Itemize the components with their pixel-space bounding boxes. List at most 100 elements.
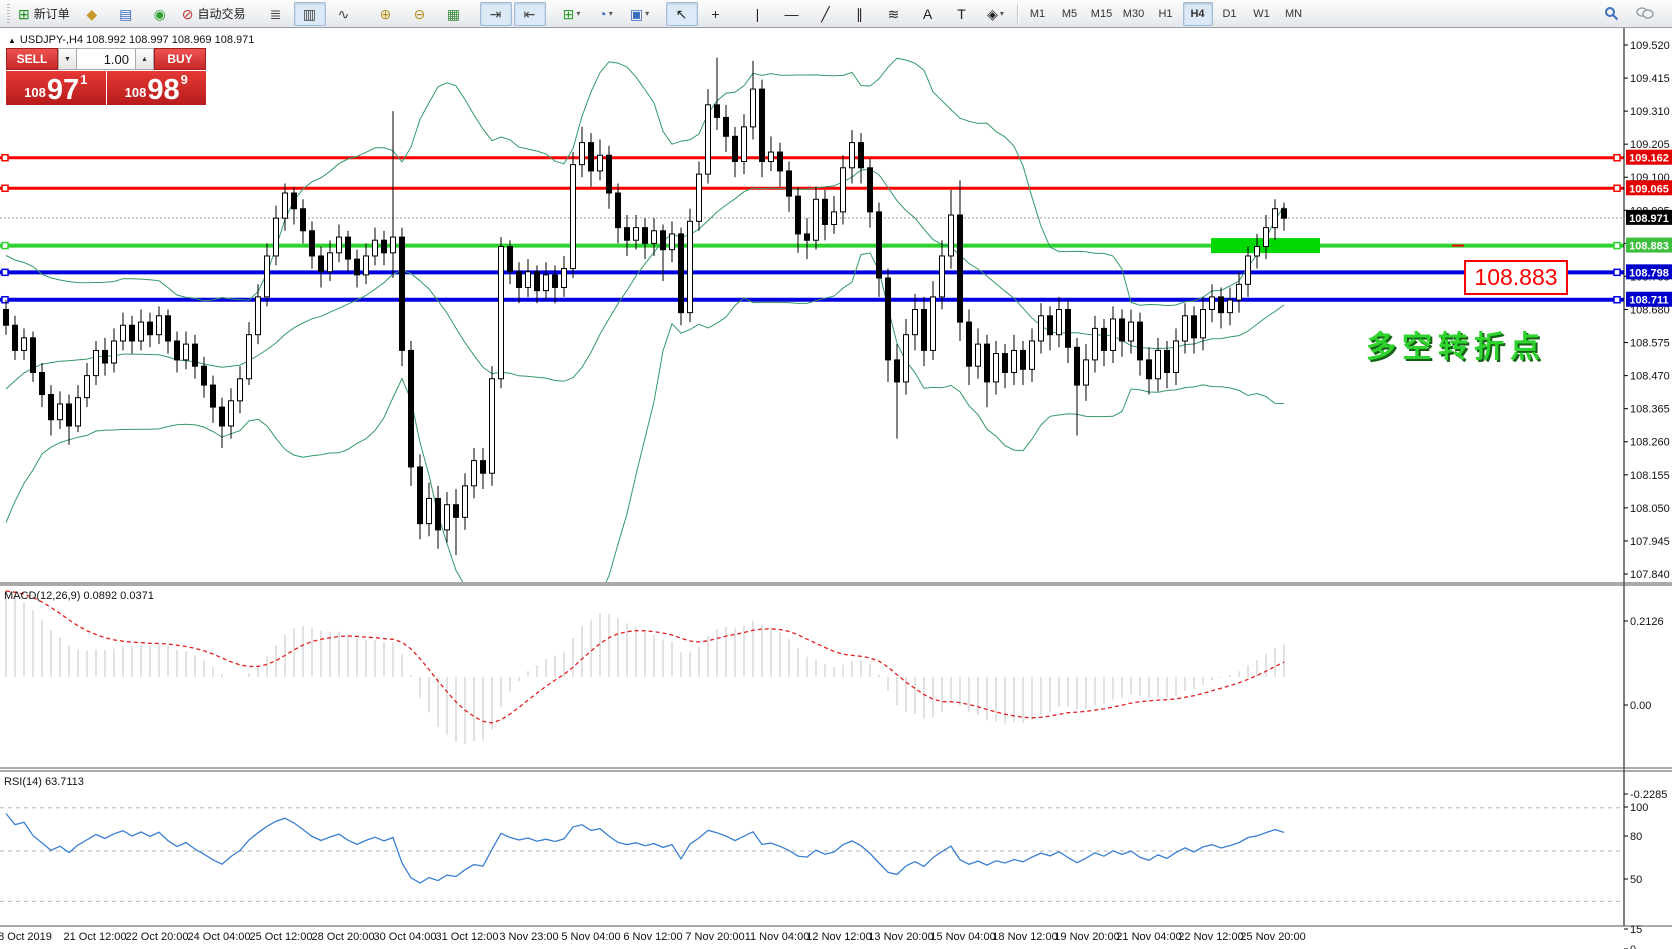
candle-body [633,227,639,241]
candle-body [480,460,486,474]
crosshair-icon: + [711,5,720,22]
timeframe-m30[interactable]: M30 [1122,7,1145,20]
text-icon[interactable]: A [912,2,944,26]
line-anchor[interactable] [1613,268,1621,277]
timeframe-d1[interactable]: D1 [1222,7,1237,20]
chat-icon[interactable] [1629,2,1661,26]
candle-body [939,255,945,298]
zoom-out-icon[interactable]: ⊖ [404,2,436,26]
auto-scroll-icon[interactable]: ⇥ [479,1,512,26]
line-anchor[interactable] [1,268,9,277]
candle-body [381,239,387,254]
toolbar-grip[interactable] [7,3,10,24]
cursor-icon[interactable]: ↖ [665,1,698,26]
time-axis-label[interactable]: 22 Nov 12:00 [1178,931,1243,943]
time-axis-label[interactable]: 31 Oct 12:00 [436,931,499,943]
time-axis-label[interactable]: 28 Oct 20:00 [312,931,375,943]
candle-body [3,308,9,326]
time-axis-label[interactable]: 5 Nov 04:00 [561,931,620,943]
candle-body [417,466,423,525]
line-anchor[interactable] [1,184,9,193]
time-axis-label[interactable]: 15 Nov 04:00 [930,931,995,943]
indicators-icon[interactable]: ⊞ ▾ [556,2,588,26]
sell-button[interactable]: SELL [6,48,58,70]
timeframe-h4[interactable]: H4 [1182,1,1213,26]
shapes-icon[interactable]: ◈ ▾ [980,2,1012,26]
time-axis-label[interactable]: 12 Nov 12:00 [806,931,871,943]
chart-shift-icon[interactable]: ⇤ [513,1,546,26]
timeframe-h1[interactable]: H1 [1158,7,1173,20]
candlestick-chart-icon[interactable]: ▥ [293,1,326,26]
rsi-axis-label: 15 [1630,924,1642,936]
candle-body [1002,353,1008,373]
time-axis-label[interactable]: 21 Nov 04:00 [1116,931,1181,943]
time-axis-label[interactable]: 22 Oct 20:00 [126,931,189,943]
signals-icon[interactable]: ◉ [144,2,176,26]
tile-windows-icon[interactable]: ▦ [438,2,470,26]
zoom-in-icon[interactable]: ⊕ [370,2,402,26]
timeframe-m1[interactable]: M1 [1029,7,1046,20]
time-axis-label[interactable]: 6 Nov 12:00 [623,931,682,943]
time-axis-label[interactable]: 13 Nov 20:00 [868,931,933,943]
fibonacci-icon[interactable]: ≋ [878,2,910,26]
rsi-axis-label: 50 [1630,874,1642,886]
line-chart-icon[interactable]: ∿ [328,2,360,26]
volume-up-button[interactable]: ▲ [135,48,154,70]
candle-body [75,397,81,427]
market-watch-icon[interactable]: ▤ [110,2,142,26]
timeframe-m15[interactable]: M15 [1090,7,1113,20]
price-tick-label: 109.205 [1630,139,1670,151]
line-anchor[interactable] [1,295,9,304]
candle-body [1029,340,1035,370]
crosshair-icon[interactable]: + [700,2,732,26]
time-axis-label[interactable]: 11 Nov 04:00 [745,931,810,943]
buy-button[interactable]: BUY [154,48,206,70]
symbol-collapse-icon[interactable]: ▲ [8,35,16,45]
timeframe-m5[interactable]: M5 [1061,7,1078,20]
periods-icon[interactable]: ◔ ▾ [590,2,622,26]
templates-icon[interactable]: ▣ ▾ [624,2,656,26]
buy-price[interactable]: 108 98 9 [106,71,206,105]
chart-canvas[interactable]: 109.520109.415109.310109.205109.100108.9… [0,28,1672,949]
candle-body [102,349,108,364]
time-axis-label[interactable]: 8 Oct 2019 [0,931,52,943]
time-axis-label[interactable]: 30 Oct 04:00 [374,931,437,943]
channel-icon[interactable]: ∥ [844,2,876,26]
bar-chart-icon[interactable]: ≣ [260,2,292,26]
line-anchor[interactable] [1613,241,1621,250]
toolbox-icon[interactable]: ◆ [76,2,108,26]
level-price-callout[interactable]: 108.883 [1464,260,1568,295]
volume-input[interactable]: 1.00 [77,48,135,70]
volume-down-button[interactable]: ▼ [58,48,77,70]
autotrading-icon[interactable]: ⊘ 自动交易 [178,2,250,26]
chart-area[interactable]: 109.520109.415109.310109.205109.100108.9… [0,28,1672,949]
line-anchor[interactable] [1613,184,1621,193]
time-axis-label[interactable]: 24 Oct 04:00 [188,931,251,943]
line-anchor[interactable] [1613,153,1621,162]
time-axis-label[interactable]: 7 Nov 20:00 [685,931,744,943]
trendline-icon[interactable]: ╱ [810,2,842,26]
search-icon[interactable] [1595,2,1627,26]
time-axis-label[interactable]: 21 Oct 12:00 [64,931,127,943]
line-anchor[interactable] [1613,295,1621,304]
time-axis-label[interactable]: 25 Oct 12:00 [250,931,313,943]
candle-body [219,406,225,427]
vertical-line-icon[interactable]: | [742,2,774,26]
candle-body [1128,321,1134,342]
time-axis-label[interactable]: 19 Nov 20:00 [1054,931,1119,943]
pivot-annotation-text[interactable]: 多空转折点 [1366,331,1546,364]
line-anchor[interactable] [1,153,9,162]
horizontal-line-icon[interactable]: — [776,2,808,26]
time-axis-label[interactable]: 3 Nov 23:00 [499,931,558,943]
time-axis-label[interactable]: 18 Nov 12:00 [992,931,1057,943]
timeframe-mn[interactable]: MN [1284,7,1303,20]
sell-price[interactable]: 108 97 1 [6,71,106,105]
line-anchor[interactable] [1,241,9,250]
time-axis-label[interactable]: 25 Nov 20:00 [1240,931,1305,943]
candle-body [201,365,207,386]
new-order-icon[interactable]: ⊞ 新订单 [14,2,74,26]
rsi-axis-label: 100 [1630,802,1648,814]
label-icon[interactable]: T [946,2,978,26]
timeframe-w1[interactable]: W1 [1253,7,1270,20]
main-toolbar: ⊞ 新订单 ◆ ▤ ◉ ⊘ 自动交易 ≣ ▥ ∿ ⊕ ⊖ ▦ ⇥ ⇤ ⊞ ▾ ◔ ▾ ▣ ▾ ↖ + | — ╱ ∥ ≋ A T ◈ ▾ M1… [0,0,1672,28]
